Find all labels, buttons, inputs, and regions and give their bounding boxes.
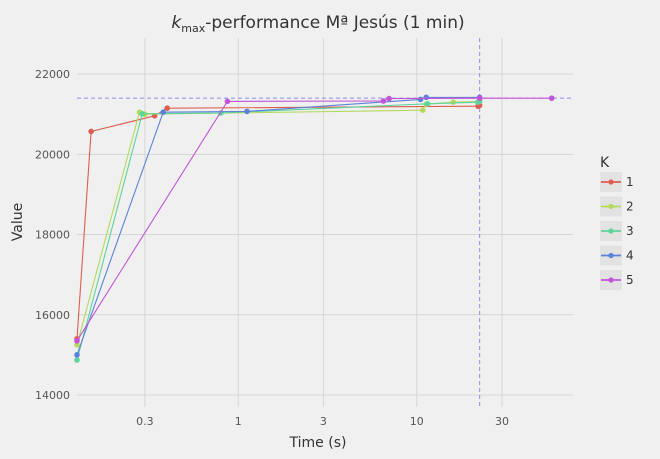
data-point bbox=[380, 98, 387, 104]
legend-key-point bbox=[608, 203, 614, 210]
y-axis-title: Value bbox=[10, 203, 26, 241]
legend-key-point bbox=[608, 179, 614, 185]
legend-title: K bbox=[600, 155, 610, 171]
y-axis-ticks: 14000 16000 18000 20000 22000 bbox=[35, 68, 70, 402]
x-tick-label: 1 bbox=[235, 415, 242, 428]
data-point bbox=[74, 338, 80, 344]
legend-key-point bbox=[608, 228, 614, 234]
series-line bbox=[76, 100, 480, 345]
data-point bbox=[386, 95, 392, 102]
x-axis-title: Time (s) bbox=[289, 435, 347, 451]
legend-key-point bbox=[608, 252, 614, 259]
series-line bbox=[76, 97, 552, 342]
legend-label: 4 bbox=[626, 249, 634, 263]
data-point bbox=[424, 100, 431, 107]
series-4 bbox=[74, 94, 483, 358]
data-point bbox=[88, 128, 94, 135]
data-point bbox=[423, 94, 430, 101]
grid bbox=[77, 38, 573, 407]
series-2 bbox=[74, 98, 483, 348]
x-tick-label: 0.3 bbox=[136, 415, 154, 428]
data-point bbox=[450, 99, 457, 105]
data-point bbox=[139, 111, 146, 117]
y-tick-label: 14000 bbox=[35, 389, 70, 402]
data-point bbox=[224, 98, 231, 105]
x-axis-ticks: 0.3 1 3 10 30 bbox=[136, 415, 509, 428]
legend-label: 2 bbox=[626, 200, 634, 214]
series-group bbox=[74, 94, 555, 363]
x-tick-label: 30 bbox=[495, 415, 509, 428]
y-tick-label: 22000 bbox=[35, 68, 70, 81]
x-tick-label: 3 bbox=[320, 415, 327, 428]
data-point bbox=[164, 105, 170, 111]
series-3 bbox=[74, 98, 483, 363]
legend-key-point bbox=[608, 277, 614, 283]
series-line bbox=[76, 96, 480, 356]
x-tick-label: 10 bbox=[410, 415, 424, 428]
y-tick-label: 18000 bbox=[35, 229, 70, 242]
data-point bbox=[74, 357, 80, 363]
data-point bbox=[419, 107, 426, 113]
data-point bbox=[476, 95, 483, 101]
data-point bbox=[74, 342, 80, 348]
legend-label: 3 bbox=[626, 224, 634, 238]
legend: K 1 2 3 4 5 bbox=[600, 155, 634, 290]
series-line bbox=[76, 100, 480, 361]
series-5 bbox=[74, 95, 555, 344]
chart-title: kmax-performance Mª Jesús (1 min) bbox=[171, 13, 464, 35]
data-point bbox=[160, 109, 167, 116]
series-line bbox=[76, 104, 480, 339]
y-tick-label: 16000 bbox=[35, 309, 70, 322]
legend-label: 1 bbox=[626, 175, 634, 189]
data-point bbox=[548, 95, 555, 101]
data-point bbox=[74, 352, 80, 358]
data-point bbox=[244, 108, 250, 115]
data-point bbox=[417, 96, 424, 103]
legend-label: 5 bbox=[626, 273, 634, 287]
y-tick-label: 20000 bbox=[35, 148, 70, 161]
